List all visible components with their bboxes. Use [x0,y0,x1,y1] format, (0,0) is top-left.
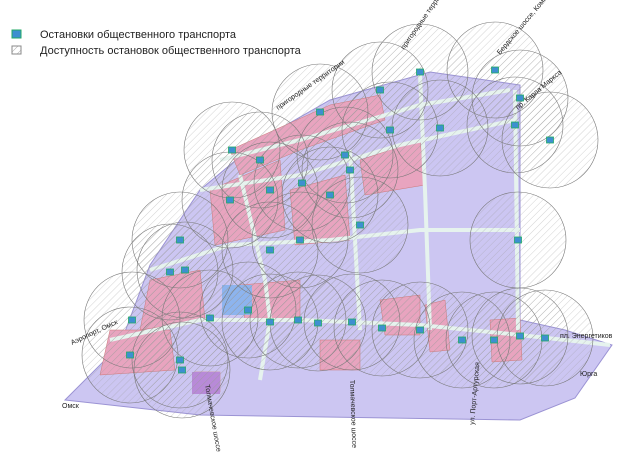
stop-icon [226,196,234,204]
legend-stop-icon [11,29,22,39]
place-label: пл. Энергетиков [560,333,613,340]
stop-icon [541,334,549,342]
place-label: Толмачевское шоссе [348,380,357,448]
stop-icon [376,86,384,94]
stop-icon [341,151,349,159]
stop-icon [128,316,136,324]
stop-icon [176,356,184,364]
stop-icon [386,126,394,134]
accessibility-zones [81,21,599,419]
stop-icon [178,366,186,374]
stop-icon [316,108,324,116]
stop-icon [294,316,302,324]
stop-icon [378,324,386,332]
stop-icon [490,336,498,344]
stop-icon [228,146,236,154]
stop-icon [511,121,519,129]
legend-zone-icon [11,45,22,55]
place-label: Юрга [580,371,597,378]
stop-icon [514,236,522,244]
stop-icon [346,166,354,174]
stop-icon [516,94,524,102]
stop-icon [166,268,174,276]
stop-icon [326,191,334,199]
stops [126,66,554,374]
stop-icon [546,136,554,144]
place-label: Омск [62,403,80,410]
stop-icon [176,236,184,244]
stop-icon [314,319,322,327]
stop-icon [206,314,214,322]
stop-icon [458,336,466,344]
stop-icon [491,66,499,74]
stop-icon [266,246,274,254]
stop-icon [298,179,306,187]
stop-icon [126,351,134,359]
stop-icon [516,332,524,340]
stop-icon [244,306,252,314]
legend-label: Остановки общественного транспорта [40,29,237,41]
stop-icon [266,186,274,194]
stop-icon [181,266,189,274]
stop-icon [296,236,304,244]
stop-icon [416,68,424,76]
stop-icon [416,326,424,334]
stop-icon [348,318,356,326]
stop-icon [256,156,264,164]
stop-icon [266,318,274,326]
stop-icon [356,221,364,229]
stop-icon [436,124,444,132]
legend-label: Доступность остановок общественного тран… [40,45,302,57]
